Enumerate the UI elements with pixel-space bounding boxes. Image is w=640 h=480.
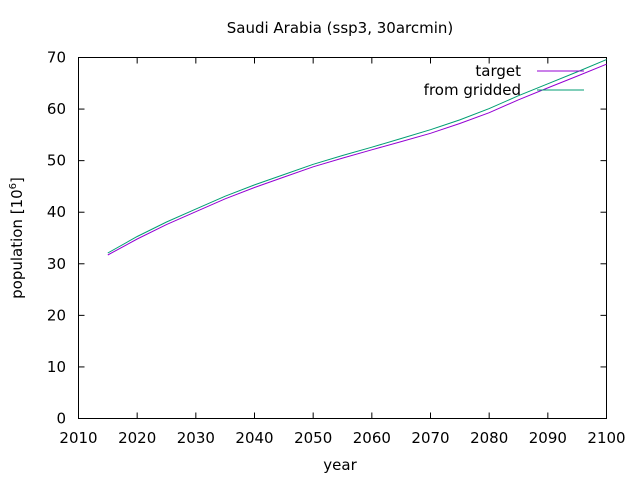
series-group (107, 59, 607, 256)
y-tick-label: 60 (47, 100, 66, 118)
x-tick-label: 2080 (470, 429, 508, 447)
y-tick-label: 20 (47, 306, 66, 324)
y-axis-label-close: ] (8, 177, 26, 183)
series-line-1 (107, 63, 607, 256)
y-axis-label-exponent: 6 (8, 183, 19, 189)
y-tick-label: 40 (47, 203, 66, 221)
y-axis: 0 10 20 30 40 50 60 70 (47, 49, 607, 428)
x-tick-label: 2020 (118, 429, 156, 447)
y-axis-label: population [106] (8, 177, 26, 299)
y-tick-label: 50 (47, 152, 66, 170)
y-tick-label: 30 (47, 255, 66, 273)
x-tick-label: 2090 (529, 429, 567, 447)
legend-label-1: target (475, 62, 521, 80)
x-tick-label: 2040 (235, 429, 273, 447)
series-line-2 (107, 59, 607, 254)
plot-frame (78, 57, 607, 419)
x-tick-label: 2060 (353, 429, 391, 447)
x-tick-label: 2010 (59, 429, 97, 447)
x-axis-label: year (323, 456, 357, 474)
x-tick-label: 2050 (294, 429, 332, 447)
y-axis-label-main: population [10 (8, 189, 26, 299)
y-tick-label: 10 (47, 358, 66, 376)
x-axis: 2010 2020 2030 2040 2050 2060 2070 2080 2090 2100 (59, 57, 626, 447)
x-tick-label: 2030 (177, 429, 215, 447)
chart-title: Saudi Arabia (ssp3, 30arcmin) (227, 19, 454, 37)
x-tick-label: 2100 (587, 429, 625, 447)
y-tick-label: 70 (47, 49, 66, 67)
y-tick-label: 0 (56, 410, 66, 428)
legend-label-2: from gridded (424, 81, 521, 99)
x-tick-label: 2070 (411, 429, 449, 447)
